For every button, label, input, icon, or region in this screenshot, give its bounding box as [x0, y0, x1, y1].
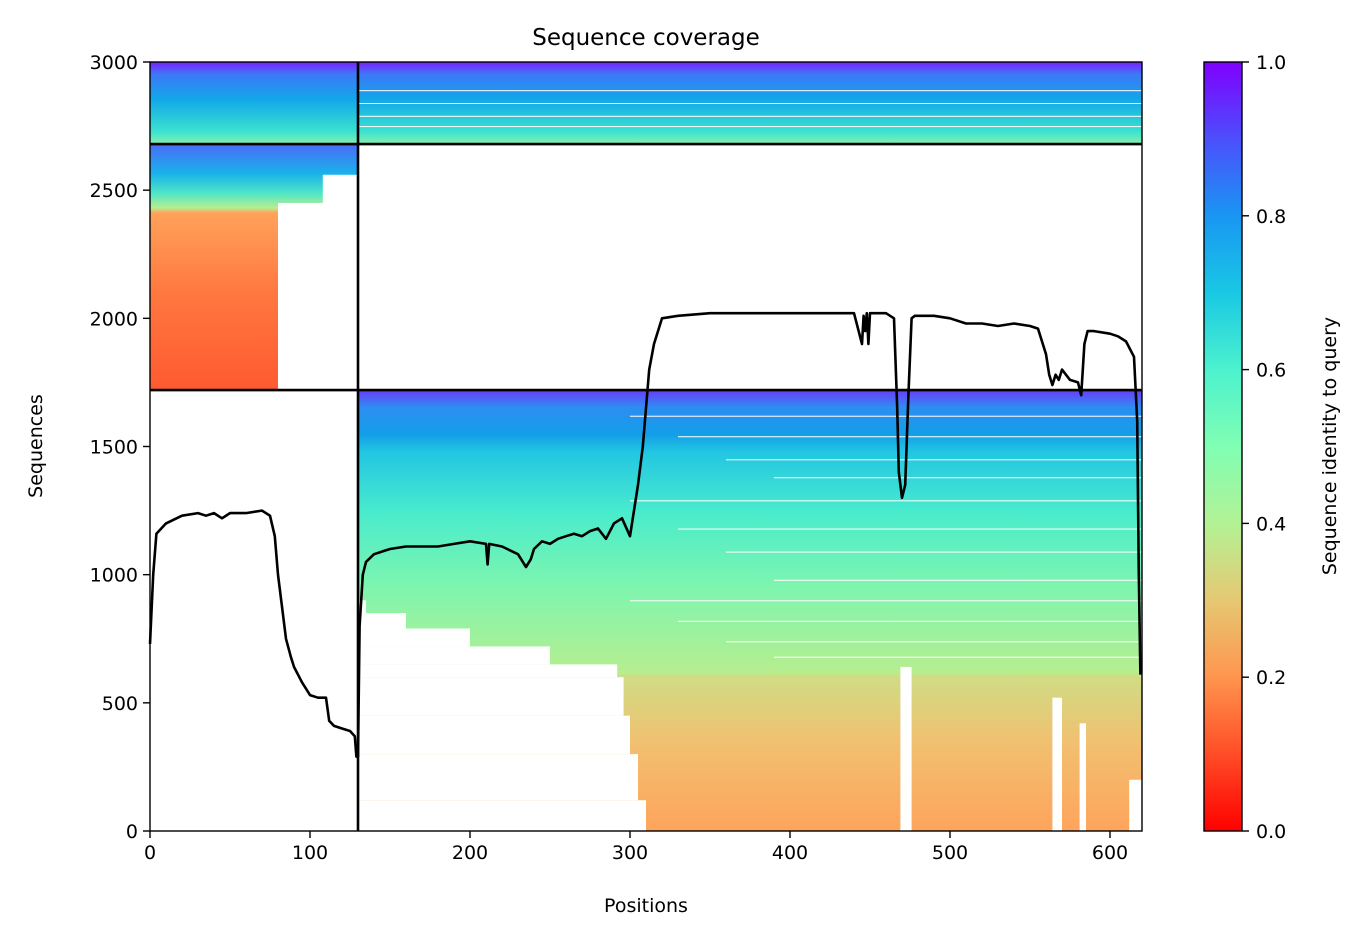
x-tick-label: 100: [292, 842, 328, 864]
colorbar-tick-label: 0.2: [1256, 667, 1286, 689]
x-tick-label: 400: [772, 842, 808, 864]
gap-bottom-step-0: [358, 800, 646, 831]
coverage-gaps: [278, 90, 1142, 831]
gap-stripe-615: [1129, 779, 1142, 831]
x-tick-label: 600: [1092, 842, 1128, 864]
x-tick-label: 0: [144, 842, 156, 864]
y-tick-label: 2500: [90, 180, 138, 202]
colorbar-label: Sequence identity to query: [1319, 317, 1341, 575]
coverage-block-top-0: [150, 62, 358, 145]
colorbar-tick-label: 0.4: [1256, 513, 1286, 535]
y-tick-label: 500: [102, 693, 138, 715]
y-tick-label: 3000: [90, 52, 138, 74]
coverage-blocks: [150, 62, 1142, 831]
gap-stripe-470: [900, 666, 912, 831]
gap-bottom-step-4: [358, 664, 618, 678]
x-tick-label: 300: [612, 842, 648, 864]
gap-line-2: [358, 103, 1142, 105]
gap-line-15: [774, 656, 1142, 658]
x-axis-label: Positions: [604, 895, 688, 917]
gap-bottom-step-2: [358, 715, 630, 755]
gap-bottom-step-6: [358, 628, 470, 647]
gap-middle-step: [290, 361, 323, 391]
gap-line-4: [630, 415, 1142, 417]
gap-line-11: [774, 579, 1142, 581]
gap-bottom-step-3: [358, 677, 624, 716]
gap-line-0: [358, 126, 1142, 128]
colorbar-ticks: 0.0 0.2 0.4 0.6 0.8 1.0: [1242, 52, 1286, 843]
gap-bottom-step-7: [358, 613, 406, 629]
coverage-line: [148, 311, 1142, 758]
gap-line-6: [726, 459, 1142, 461]
colorbar-tick-label: 0.6: [1256, 360, 1286, 382]
y-tick-label: 0: [126, 821, 138, 843]
gap-stripe-583: [1079, 723, 1086, 831]
gap-line-5: [678, 436, 1142, 438]
gap-line-12: [630, 600, 1142, 602]
y-tick-label: 2000: [90, 308, 138, 330]
gap-line-10: [726, 551, 1142, 553]
gap-line-1: [358, 115, 1142, 117]
colorbar-tick-label: 0.0: [1256, 821, 1286, 843]
x-axis: 0 100 200 300 400 500 600: [144, 831, 1128, 864]
gap-line-9: [678, 528, 1142, 530]
gap-stripe-565: [1052, 697, 1062, 831]
colorbar: [1203, 61, 1243, 832]
gap-middle-right-upper: [322, 174, 358, 203]
gap-line-7: [774, 477, 1142, 479]
gap-bottom-step-5: [358, 646, 550, 665]
gap-line-3: [358, 90, 1142, 92]
y-tick-label: 1000: [90, 565, 138, 587]
colorbar-tick-label: 0.8: [1256, 206, 1286, 228]
x-tick-label: 200: [452, 842, 488, 864]
x-tick-label: 500: [932, 842, 968, 864]
gap-bottom-step-1: [358, 754, 638, 801]
chart-title: Sequence coverage: [532, 25, 760, 51]
y-axis-label: Sequences: [25, 394, 47, 498]
y-tick-label: 1500: [90, 437, 138, 459]
gap-middle-right: [278, 202, 358, 391]
gap-line-8: [630, 500, 1142, 502]
y-axis: 0 500 1000 1500 2000 2500 3000: [90, 52, 150, 843]
gap-line-14: [726, 641, 1142, 643]
colorbar-tick-label: 1.0: [1256, 52, 1286, 74]
gap-line-13: [678, 620, 1142, 622]
